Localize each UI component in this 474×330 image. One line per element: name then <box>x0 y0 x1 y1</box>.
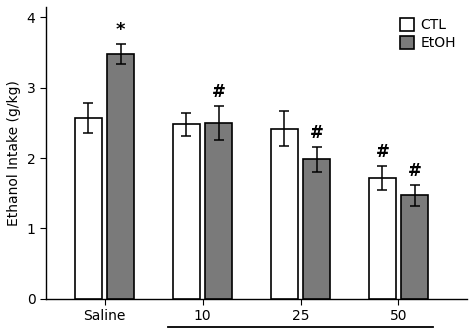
Text: *: * <box>116 21 126 39</box>
Bar <box>401 195 428 299</box>
Y-axis label: Ethanol Intake (g/kg): Ethanol Intake (g/kg) <box>7 80 21 226</box>
Bar <box>107 54 135 299</box>
Bar <box>205 123 232 299</box>
Legend: CTL, EtOH: CTL, EtOH <box>395 14 460 54</box>
Bar <box>271 129 298 299</box>
Bar <box>75 118 102 299</box>
Text: #: # <box>212 83 226 101</box>
Text: #: # <box>408 162 421 180</box>
Bar <box>173 124 200 299</box>
Text: #: # <box>375 143 389 161</box>
Bar <box>369 178 396 299</box>
Text: #: # <box>310 124 324 142</box>
Bar <box>303 159 330 299</box>
